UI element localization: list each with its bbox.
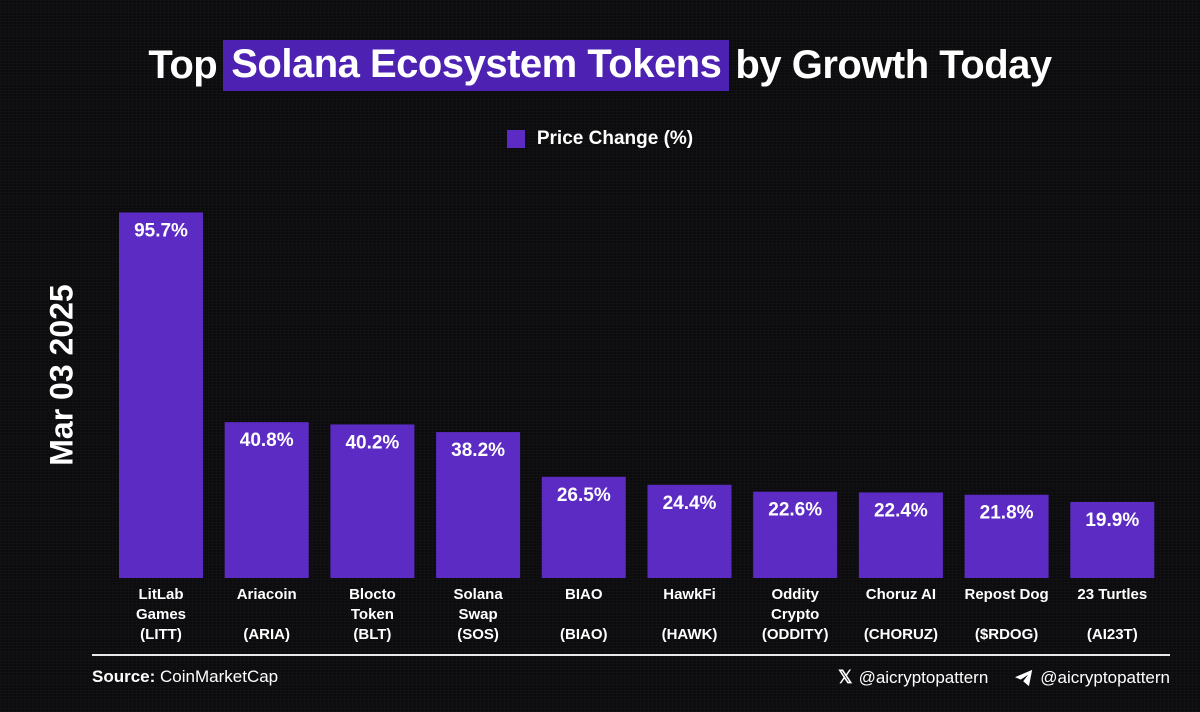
category-label-0-2: (LITT) [140,626,182,643]
category-label-6-2: (ODDITY) [762,626,829,643]
source-credit: Source: CoinMarketCap [92,667,278,687]
category-label-2-2: (BLT) [353,626,391,643]
category-label-1-2: (ARIA) [243,626,290,643]
bar-1 [224,422,309,578]
bar-value-label-0: 95.7% [134,220,188,241]
bar-value-label-9: 19.9% [1085,510,1139,531]
chart-title: Top Solana Ecosystem Tokens by Growth To… [0,40,1200,91]
title-prefix: Top [148,43,218,87]
legend: Price Change (%) [0,128,1200,150]
category-label-6-0: Oddity [771,586,819,603]
category-label-2-1: Token [351,606,394,623]
category-label-3-1: Swap [459,606,498,623]
bar-8 [964,494,1049,578]
legend-swatch [506,130,525,148]
category-label-8-0: Repost Dog [965,586,1049,603]
bar-value-label-4: 26.5% [557,485,611,506]
category-label-9-2: (AI23T) [1087,626,1138,643]
telegram-handle-item[interactable]: @aicryptopattern [1014,668,1170,688]
source-value: CoinMarketCap [160,667,279,686]
source-label: Source: [92,667,156,686]
category-label-7-0: Choruz AI [866,586,936,603]
bar-value-label-8: 21.8% [980,503,1034,524]
legend-label: Price Change (%) [536,128,694,149]
bar-2 [330,424,415,578]
bar-4 [541,476,626,578]
category-label-7-2: (CHORUZ) [864,626,938,643]
telegram-icon [1015,669,1033,686]
title-highlight: Solana Ecosystem Tokens [223,40,730,91]
category-label-3-0: Solana [454,586,504,603]
bar-value-label-2: 40.2% [345,432,399,453]
footer-divider [92,654,1170,656]
x-handle-item[interactable]: 𝕏 @aicryptopattern [838,667,988,688]
category-label-0-1: Games [136,606,186,623]
x-logo-icon: 𝕏 [838,667,853,687]
social-handles: 𝕏 @aicryptopattern @aicryptopattern [838,667,1170,688]
category-label-0-0: LitLab [139,586,184,603]
category-label-2-0: Blocto [349,586,396,603]
category-label-8-2: ($RDOG) [975,626,1038,643]
telegram-handle: @aicryptopattern [1040,667,1170,687]
bar-value-label-6: 22.6% [768,500,822,521]
bar-5 [647,484,732,578]
category-label-6-1: Crypto [771,606,819,623]
bar-7 [858,492,943,578]
bar-value-label-1: 40.8% [240,430,294,451]
bar-value-label-7: 22.4% [874,500,928,521]
category-label-4-2: (BIAO) [560,626,608,643]
x-handle: @aicryptopattern [858,667,989,687]
bar-value-label-3: 38.2% [451,440,505,461]
category-label-1-0: Ariacoin [237,586,297,603]
title-suffix: by Growth Today [735,43,1052,87]
bar-3 [436,432,521,578]
category-label-4-0: BIAO [565,586,603,603]
bar-6 [753,491,838,578]
category-label-5-0: HawkFi [663,586,716,603]
bar-value-label-5: 24.4% [663,493,717,514]
bar-9 [1070,501,1155,578]
category-label-5-2: (HAWK) [662,626,718,643]
bar-0 [119,212,203,578]
category-label-3-2: (SOS) [457,626,499,643]
category-label-9-0: 23 Turtles [1077,586,1147,603]
